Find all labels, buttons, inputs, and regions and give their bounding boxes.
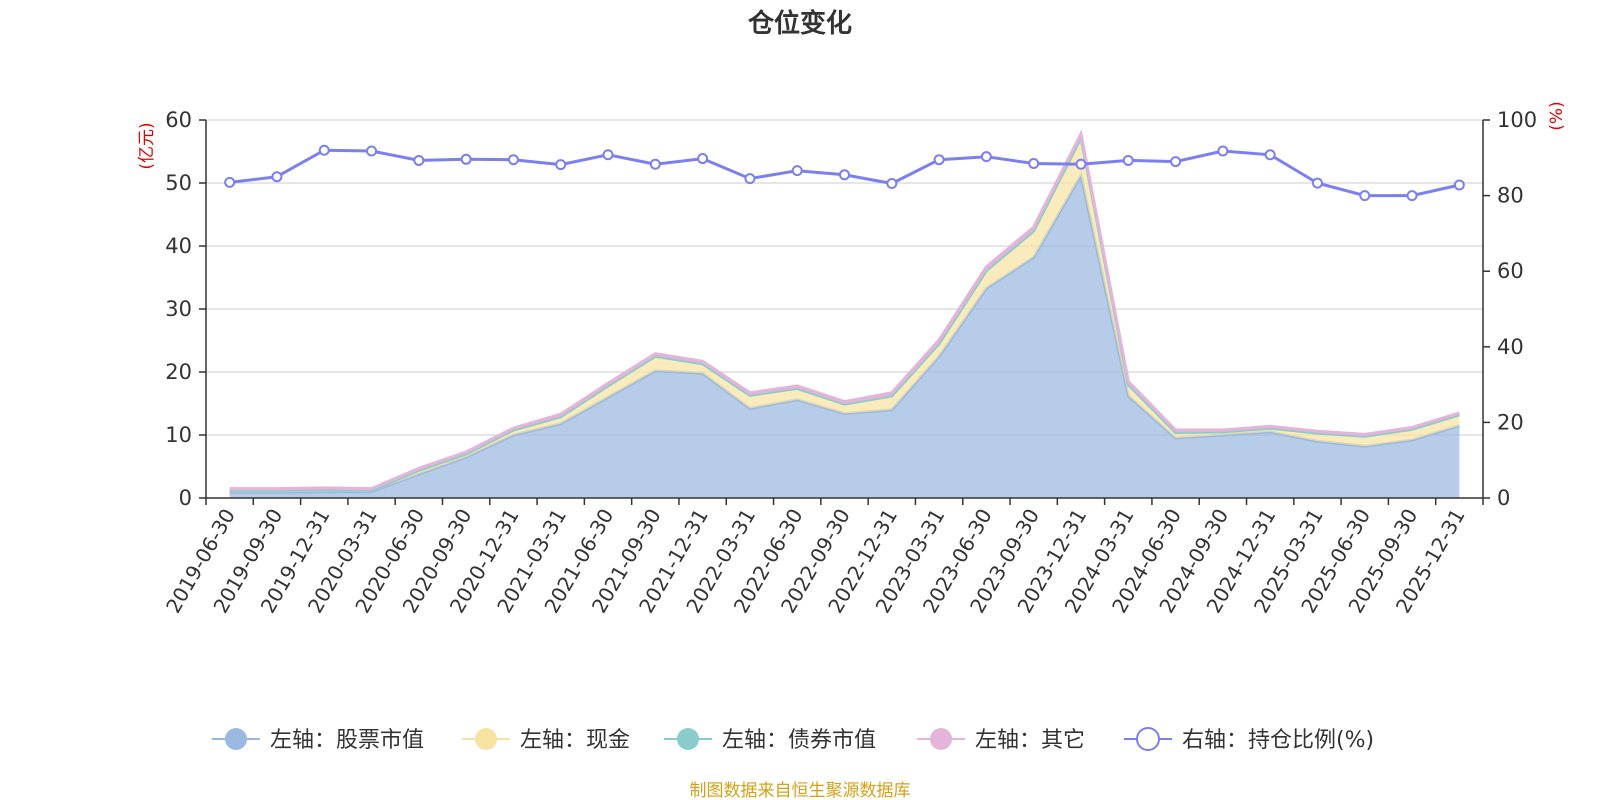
right-tick-label: 40 [1497, 335, 1524, 359]
left-tick-label: 30 [165, 297, 192, 321]
ratio-point [933, 154, 945, 166]
axes: 01020304050600204060801002019-06-302019-… [161, 108, 1537, 617]
stacked-areas [229, 129, 1460, 498]
legend-label-1: 左轴：现金 [520, 728, 630, 753]
ratio-point [1075, 158, 1087, 170]
ratio-line [224, 144, 1465, 202]
ratio-point [697, 153, 709, 165]
ratio-point [1122, 154, 1134, 166]
ratio-point [460, 153, 472, 165]
ratio-point [980, 151, 992, 163]
legend: 左轴：股票市值 左轴：现金 左轴：债券市值 左轴：其它 右轴：持仓比例(%) [212, 727, 1374, 753]
left-tick-label: 60 [165, 108, 192, 132]
right-tick-label: 60 [1497, 259, 1524, 283]
ratio-point [649, 158, 661, 170]
right-tick-label: 100 [1497, 108, 1537, 132]
left-axis-unit: (亿元) [137, 122, 157, 169]
legend-label-3: 左轴：其它 [975, 728, 1085, 753]
left-tick-label: 40 [165, 234, 192, 258]
ratio-point [839, 169, 850, 181]
right-tick-label: 80 [1497, 184, 1524, 208]
right-axis-unit: (%) [1547, 101, 1567, 130]
legend-label-4: 右轴：持仓比例(%) [1182, 728, 1374, 753]
left-tick-label: 0 [179, 486, 192, 510]
right-tick-label: 20 [1497, 410, 1524, 434]
ratio-point [791, 165, 803, 177]
ratio-point [1311, 177, 1323, 189]
left-tick-label: 10 [165, 423, 192, 447]
area-line-左轴：其它 [229, 129, 1460, 491]
left-tick-label: 20 [165, 360, 192, 384]
ratio-point [555, 159, 567, 171]
ratio-point [318, 144, 330, 156]
area-左轴：股票市值 [229, 175, 1460, 498]
legend-marker-0 [225, 728, 247, 750]
ratio-point [1264, 149, 1276, 161]
ratio-point [366, 145, 378, 157]
ratio-point [1406, 190, 1418, 202]
ratio-point [1028, 157, 1040, 169]
ratio-point [413, 154, 425, 166]
legend-marker-4 [1136, 727, 1160, 751]
legend-label-0: 左轴：股票市值 [270, 728, 424, 753]
legend-marker-1 [475, 728, 497, 750]
chart-title: 仓位变化 [747, 8, 852, 39]
left-tick-label: 50 [165, 171, 192, 195]
ratio-point [1453, 179, 1465, 191]
ratio-point [886, 178, 898, 190]
ratio-point [271, 171, 283, 183]
ratio-point [1170, 156, 1182, 168]
data-source-note: 制图数据来自恒生聚源数据库 [690, 781, 911, 800]
ratio-point [507, 154, 519, 166]
ratio-point [744, 173, 756, 185]
ratio-point [224, 176, 236, 188]
legend-marker-3 [930, 728, 952, 750]
ratio-point [602, 149, 614, 161]
ratio-point [1217, 145, 1229, 157]
legend-label-2: 左轴：债券市值 [722, 728, 876, 753]
ratio-point [1359, 190, 1371, 202]
legend-marker-2 [677, 728, 699, 750]
right-tick-label: 0 [1497, 486, 1510, 510]
